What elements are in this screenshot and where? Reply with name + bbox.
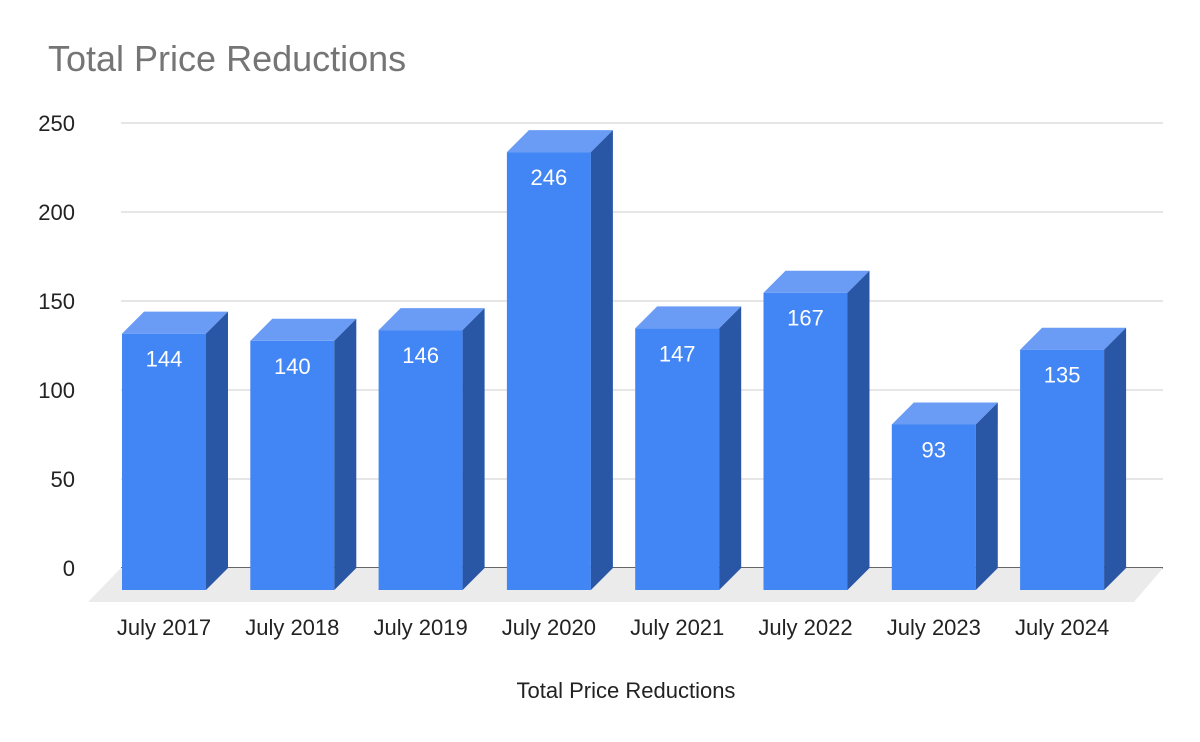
x-tick-label: July 2023 bbox=[887, 615, 981, 640]
bar-front-face[interactable] bbox=[1020, 349, 1105, 590]
bar-data-label: 93 bbox=[922, 437, 946, 462]
bar-side-face[interactable] bbox=[975, 402, 998, 590]
y-tick-label: 150 bbox=[38, 289, 75, 314]
y-tick-label: 100 bbox=[38, 378, 75, 403]
bar-front-face[interactable] bbox=[635, 328, 720, 590]
bar-data-label: 246 bbox=[531, 165, 568, 190]
bar-top-face[interactable] bbox=[122, 311, 228, 334]
bar-side-face[interactable] bbox=[462, 308, 485, 590]
bar-front-face[interactable] bbox=[250, 340, 335, 590]
chart-title: Total Price Reductions bbox=[48, 38, 407, 79]
bar-top-face[interactable] bbox=[250, 318, 357, 341]
x-axis-ticks: July 2017 July 2018 July 2019 July 2020 July… bbox=[117, 615, 1109, 640]
bar-top-face[interactable] bbox=[1020, 327, 1127, 350]
y-tick-label: 0 bbox=[63, 556, 75, 581]
y-tick-label: 50 bbox=[51, 467, 75, 492]
bar-data-label: 135 bbox=[1044, 363, 1081, 388]
bar-data-label: 144 bbox=[146, 347, 183, 372]
bar-data-label: 147 bbox=[659, 341, 696, 366]
bar[interactable]: 147 bbox=[635, 306, 742, 590]
bar-top-face[interactable] bbox=[506, 130, 613, 153]
bar-front-face[interactable] bbox=[378, 330, 463, 590]
bars: 144 140 146 246 147 167 93 135 bbox=[122, 130, 1127, 590]
bar-data-label: 140 bbox=[274, 354, 311, 379]
bar-side-face[interactable] bbox=[719, 306, 742, 590]
bar-front-face[interactable] bbox=[891, 424, 976, 590]
x-tick-label: July 2019 bbox=[374, 615, 468, 640]
x-tick-label: July 2020 bbox=[502, 615, 596, 640]
y-tick-label: 200 bbox=[38, 200, 75, 225]
x-tick-label: July 2022 bbox=[758, 615, 852, 640]
x-tick-label: July 2021 bbox=[630, 615, 724, 640]
x-tick-label: July 2018 bbox=[245, 615, 339, 640]
bar[interactable]: 167 bbox=[763, 270, 870, 590]
bar[interactable]: 140 bbox=[250, 318, 357, 590]
x-tick-label: July 2017 bbox=[117, 615, 211, 640]
bar-side-face[interactable] bbox=[847, 270, 870, 590]
bar[interactable]: 93 bbox=[891, 402, 998, 590]
bar-front-face[interactable] bbox=[506, 152, 591, 590]
bar-data-label: 167 bbox=[787, 306, 824, 331]
bar-data-label: 146 bbox=[402, 343, 439, 368]
bar[interactable]: 146 bbox=[378, 308, 485, 590]
x-tick-label: July 2024 bbox=[1015, 615, 1109, 640]
bar-top-face[interactable] bbox=[635, 306, 742, 329]
x-axis-label: Total Price Reductions bbox=[516, 678, 736, 703]
bar-top-face[interactable] bbox=[891, 402, 998, 425]
chart-floor-plane bbox=[88, 568, 1163, 602]
bar-side-face[interactable] bbox=[590, 130, 613, 590]
bar-top-face[interactable] bbox=[378, 308, 485, 331]
y-axis-ticks: 0 50 100 150 200 250 bbox=[38, 111, 75, 581]
bar-side-face[interactable] bbox=[1104, 327, 1127, 590]
bar[interactable]: 135 bbox=[1020, 327, 1127, 590]
bar-side-face[interactable] bbox=[334, 318, 357, 590]
bar[interactable]: 246 bbox=[506, 130, 613, 590]
bar-front-face[interactable] bbox=[763, 292, 848, 590]
y-tick-label: 250 bbox=[38, 111, 75, 136]
bar-top-face[interactable] bbox=[763, 270, 870, 293]
bar-side-face[interactable] bbox=[206, 311, 228, 590]
bar[interactable]: 144 bbox=[122, 311, 228, 590]
chart-floor bbox=[88, 568, 1163, 602]
bar-front-face[interactable] bbox=[122, 333, 206, 590]
